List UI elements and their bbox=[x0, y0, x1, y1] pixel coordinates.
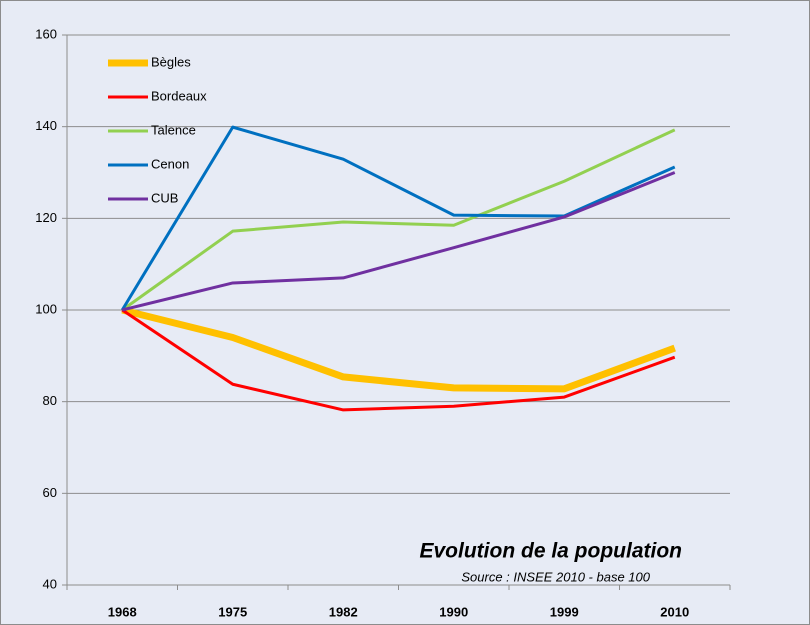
x-tick-label: 1982 bbox=[329, 604, 358, 619]
x-tick-label: 1975 bbox=[218, 604, 247, 619]
chart-subtitle: Source : INSEE 2010 - base 100 bbox=[461, 569, 650, 584]
legend-label: Cenon bbox=[151, 156, 189, 171]
legend-label: Talence bbox=[151, 122, 196, 137]
x-tick-label: 1990 bbox=[439, 604, 468, 619]
series-line bbox=[121, 306, 676, 393]
x-tick-label: 1968 bbox=[108, 604, 137, 619]
y-tick-label: 60 bbox=[43, 485, 57, 500]
x-tick-label: 1999 bbox=[550, 604, 579, 619]
chart-title: Evolution de la population bbox=[420, 540, 683, 563]
y-tick-label: 80 bbox=[43, 393, 57, 408]
legend-label: Bordeaux bbox=[151, 88, 207, 103]
series-line bbox=[121, 171, 676, 312]
y-tick-label: 160 bbox=[35, 26, 57, 41]
y-tick-label: 40 bbox=[43, 576, 57, 591]
y-tick-label: 100 bbox=[35, 301, 57, 316]
series-line bbox=[121, 128, 676, 312]
series-line bbox=[121, 308, 676, 412]
y-tick-label: 140 bbox=[35, 118, 57, 133]
legend-label: CUB bbox=[151, 190, 178, 205]
legend-label: Bègles bbox=[151, 54, 191, 69]
x-tick-label: 2010 bbox=[660, 604, 689, 619]
series-line bbox=[120, 125, 676, 311]
y-tick-label: 120 bbox=[35, 210, 57, 225]
